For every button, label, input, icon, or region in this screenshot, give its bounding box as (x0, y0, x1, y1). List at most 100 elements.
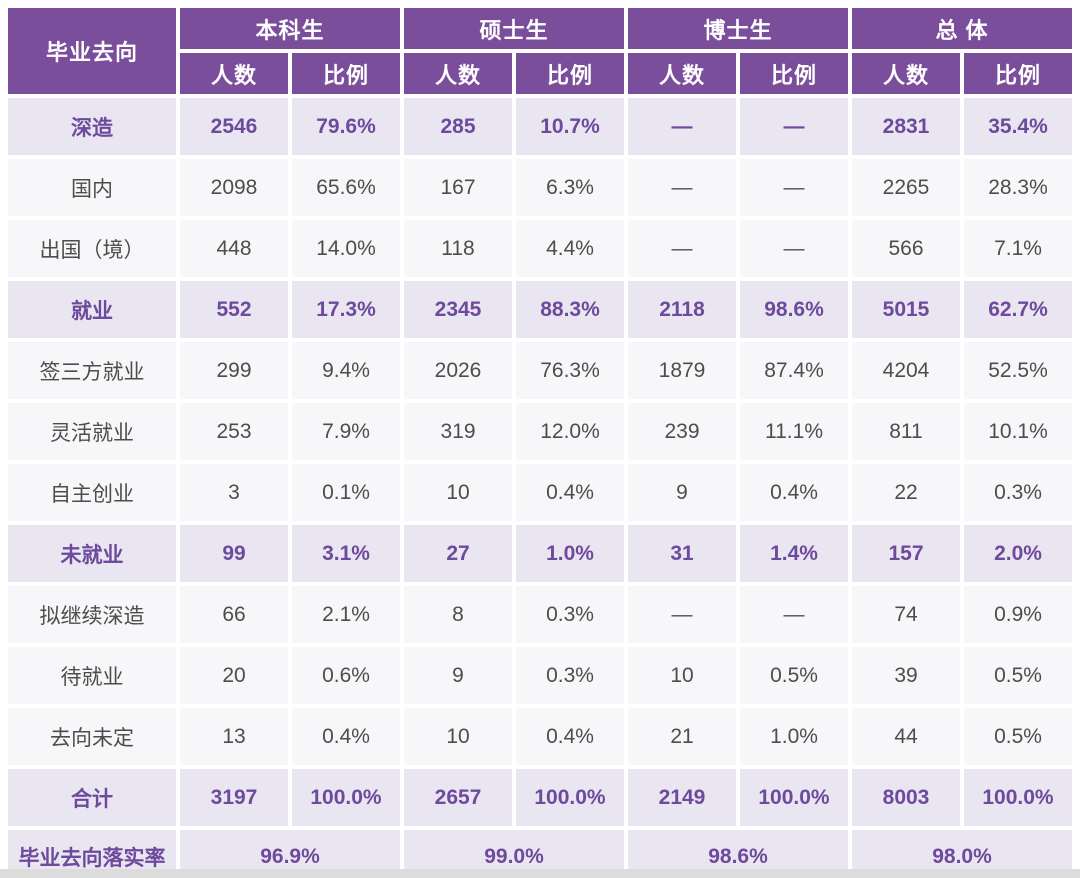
table-cell: 2265 (852, 159, 960, 216)
table-cell: 21 (628, 708, 736, 765)
table-cell: 3.1% (292, 525, 400, 582)
table-cell: 1879 (628, 342, 736, 399)
table-cell: 88.3% (516, 281, 624, 338)
table-cell: 0.5% (964, 647, 1072, 704)
subheader-ratio: 比例 (516, 53, 624, 94)
table-row-plan-further-study: 拟继续深造 66 2.1% 8 0.3% — — 74 0.9% (8, 586, 1072, 643)
table-cell: 98.6% (740, 281, 848, 338)
bottom-edge-strip (0, 869, 1080, 878)
table-cell: 11.1% (740, 403, 848, 460)
table-cell: 17.3% (292, 281, 400, 338)
table-row-awaiting-employment: 待就业 20 0.6% 9 0.3% 10 0.5% 39 0.5% (8, 647, 1072, 704)
table-cell: 76.3% (516, 342, 624, 399)
row-label: 出国（境） (8, 220, 176, 277)
header-group-row: 毕业去向 本科生 硕士生 博士生 总 体 (8, 8, 1072, 94)
table-cell: 7.1% (964, 220, 1072, 277)
table-cell: 10 (404, 708, 512, 765)
table-cell: 1.0% (516, 525, 624, 582)
subheader-count: 人数 (404, 53, 512, 94)
row-label: 国内 (8, 159, 176, 216)
subheader-count: 人数 (628, 53, 736, 94)
table-cell: 7.9% (292, 403, 400, 460)
table-cell: 0.5% (964, 708, 1072, 765)
table-cell: 100.0% (292, 769, 400, 826)
table-cell: 157 (852, 525, 960, 582)
group-header-total: 总 体 (852, 8, 1072, 49)
subheader-count: 人数 (180, 53, 288, 94)
table-cell: 27 (404, 525, 512, 582)
table-cell: 2118 (628, 281, 736, 338)
table-cell: 0.6% (292, 647, 400, 704)
table-cell: — (628, 159, 736, 216)
table-cell: 566 (852, 220, 960, 277)
table-cell: 100.0% (516, 769, 624, 826)
table-cell: 8003 (852, 769, 960, 826)
table-row-self-employed: 自主创业 3 0.1% 10 0.4% 9 0.4% 22 0.3% (8, 464, 1072, 521)
table-cell: 2.0% (964, 525, 1072, 582)
group-header-master: 硕士生 (404, 8, 624, 49)
table-cell: 0.1% (292, 464, 400, 521)
table-cell: 28.3% (964, 159, 1072, 216)
row-label: 灵活就业 (8, 403, 176, 460)
table-cell: 448 (180, 220, 288, 277)
table-row-further-study: 深造 2546 79.6% 285 10.7% — — 2831 35.4% (8, 98, 1072, 155)
table-cell: 8 (404, 586, 512, 643)
table-cell: 10.1% (964, 403, 1072, 460)
row-label: 自主创业 (8, 464, 176, 521)
table-cell: 239 (628, 403, 736, 460)
corner-header-cell: 毕业去向 (8, 8, 176, 94)
table-row-domestic: 国内 2098 65.6% 167 6.3% — — 2265 28.3% (8, 159, 1072, 216)
table-cell: 5015 (852, 281, 960, 338)
row-label: 深造 (8, 98, 176, 155)
table-cell: 3197 (180, 769, 288, 826)
table-cell: — (628, 220, 736, 277)
table-row-abroad: 出国（境） 448 14.0% 118 4.4% — — 566 7.1% (8, 220, 1072, 277)
table-cell: 99 (180, 525, 288, 582)
table-cell: 62.7% (964, 281, 1072, 338)
row-label: 待就业 (8, 647, 176, 704)
table-cell: 66 (180, 586, 288, 643)
table-cell: 9.4% (292, 342, 400, 399)
table-cell: 4.4% (516, 220, 624, 277)
row-label: 合计 (8, 769, 176, 826)
table-cell: 22 (852, 464, 960, 521)
table-row-employment: 就业 552 17.3% 2345 88.3% 2118 98.6% 5015 … (8, 281, 1072, 338)
table-cell: 0.4% (516, 464, 624, 521)
table-cell: 9 (628, 464, 736, 521)
table-row-tripartite: 签三方就业 299 9.4% 2026 76.3% 1879 87.4% 420… (8, 342, 1072, 399)
table-cell: 167 (404, 159, 512, 216)
table-cell: — (740, 159, 848, 216)
subheader-ratio: 比例 (964, 53, 1072, 94)
row-label: 拟继续深造 (8, 586, 176, 643)
table-row-total: 合计 3197 100.0% 2657 100.0% 2149 100.0% 8… (8, 769, 1072, 826)
table-cell: 2098 (180, 159, 288, 216)
table-cell: 0.4% (516, 708, 624, 765)
table-cell: 2345 (404, 281, 512, 338)
table-cell: 1.0% (740, 708, 848, 765)
table-cell: 1.4% (740, 525, 848, 582)
table-cell: 4204 (852, 342, 960, 399)
table-cell: 52.5% (964, 342, 1072, 399)
table-cell: 9 (404, 647, 512, 704)
table-cell: — (740, 98, 848, 155)
table-cell: 44 (852, 708, 960, 765)
table-cell: 2149 (628, 769, 736, 826)
graduate-destination-table: 毕业去向 本科生 硕士生 博士生 总 体 人数 比例 人数 比例 人数 比例 人… (4, 4, 1076, 878)
table-cell: 0.3% (516, 586, 624, 643)
subheader-ratio: 比例 (740, 53, 848, 94)
table-cell: 0.4% (292, 708, 400, 765)
table-cell: 10.7% (516, 98, 624, 155)
table-row-undecided: 去向未定 13 0.4% 10 0.4% 21 1.0% 44 0.5% (8, 708, 1072, 765)
table-cell: 100.0% (964, 769, 1072, 826)
group-header-undergraduate: 本科生 (180, 8, 400, 49)
table-cell: 811 (852, 403, 960, 460)
table-cell: 319 (404, 403, 512, 460)
subheader-count: 人数 (852, 53, 960, 94)
table-cell: 100.0% (740, 769, 848, 826)
table-cell: 20 (180, 647, 288, 704)
group-header-doctoral: 博士生 (628, 8, 848, 49)
table-cell: 6.3% (516, 159, 624, 216)
row-label: 签三方就业 (8, 342, 176, 399)
table-cell: 2546 (180, 98, 288, 155)
table-cell: 2026 (404, 342, 512, 399)
